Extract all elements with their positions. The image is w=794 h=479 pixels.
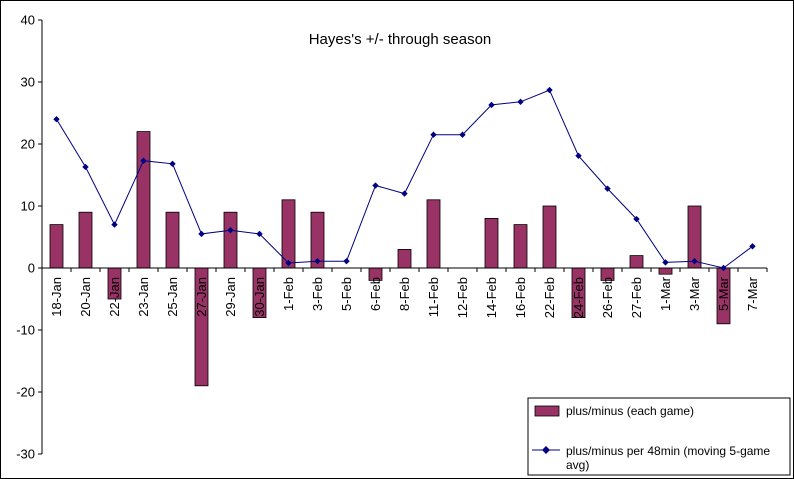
line-point [372,182,379,189]
x-tick-label: 30-Jan [252,277,267,317]
legend-label-line-part2: avg) [566,458,589,472]
line-point [82,163,89,171]
x-tick-label: 5-Mar [716,276,731,311]
legend: plus/minus (each game) plus/minus per 48… [527,397,791,476]
y-tick-label: -10 [16,323,35,338]
line-series [56,89,753,269]
y-tick-label: 0 [28,261,35,276]
bar [513,224,528,269]
line-point [662,259,669,266]
x-tick-label: 1-Mar [658,276,673,311]
line-point [749,243,756,250]
x-tick-label: 22-Jan [107,277,122,317]
bar [223,211,238,269]
bar [397,248,412,269]
x-tick-label: 18-Jan [49,277,64,317]
bar [629,255,644,269]
line-point [575,152,582,159]
line-point [111,221,118,228]
legend-box [527,397,791,476]
line-point [256,230,263,238]
x-tick-label: 27-Feb [629,277,644,318]
line-point [633,215,640,223]
line-point [430,131,437,138]
x-tick-label: 8-Feb [397,277,412,311]
line-point [691,257,698,265]
line-point [140,157,147,164]
line-point [720,264,727,272]
legend-line-marker [542,446,550,454]
bar [136,131,151,269]
y-tick-label: 10 [21,199,35,214]
chart-title: Hayes's +/- through season [309,31,492,48]
x-tick-label: 11-Feb [426,277,441,317]
line-point [227,226,234,234]
bar-series [49,131,731,387]
bar [484,217,499,269]
line-point [546,86,553,94]
x-axis-ticks [41,268,768,272]
line-point [285,259,292,267]
y-tick-label: -20 [16,385,35,400]
x-tick-label: 6-Feb [368,277,383,311]
legend-label-line: plus/minus per 48min (moving 5-game avg) [566,444,773,472]
line-point [401,190,408,197]
x-tick-label: 3-Feb [310,277,325,311]
x-tick-label: 16-Feb [513,277,528,318]
line-point [604,185,611,192]
bar [78,211,93,269]
bar [658,267,673,275]
bar [426,199,441,269]
bar [542,205,557,269]
x-tick-label: 1-Feb [281,277,296,311]
line-point [169,160,176,168]
x-tick-label: 22-Feb [542,277,557,318]
x-tick-label: 20-Jan [78,277,93,317]
legend-label-bars: plus/minus (each game) [566,404,694,418]
y-axis: -30 -20 -10 0 10 20 30 40 [16,13,42,462]
x-axis-labels: 18-Jan 20-Jan 22-Jan 23-Jan 25-Jan 27-Jan 29-J… [49,276,760,318]
bar [49,224,64,269]
y-tick-label: -30 [16,447,35,462]
y-tick-label: 30 [21,75,35,90]
x-tick-label: 3-Mar [687,276,702,311]
x-tick-label: 25-Jan [165,277,180,317]
x-tick-label: 5-Feb [339,277,354,311]
line-point [198,230,205,238]
x-tick-label: 27-Jan [194,277,209,317]
x-tick-label: 23-Jan [136,277,151,317]
bar [165,211,180,269]
legend-label-line-part1: plus/minus per 48min (moving 5-game [566,444,770,458]
x-tick-label: 7-Mar [745,276,760,311]
line-point [343,257,350,265]
line-point [459,131,466,138]
y-tick-label: 20 [21,137,35,152]
x-tick-label: 26-Feb [600,277,615,318]
line-point [488,101,495,109]
x-tick-label: 14-Feb [484,277,499,318]
legend-bar-swatch [534,405,560,417]
line-point [314,257,321,265]
x-tick-label: 29-Jan [223,277,238,317]
x-tick-label: 12-Feb [455,277,470,318]
line-points [53,86,756,272]
x-tick-label: 24-Feb [571,277,586,318]
line-point [53,116,60,123]
y-tick-label: 40 [21,13,35,28]
line-point [517,98,524,106]
